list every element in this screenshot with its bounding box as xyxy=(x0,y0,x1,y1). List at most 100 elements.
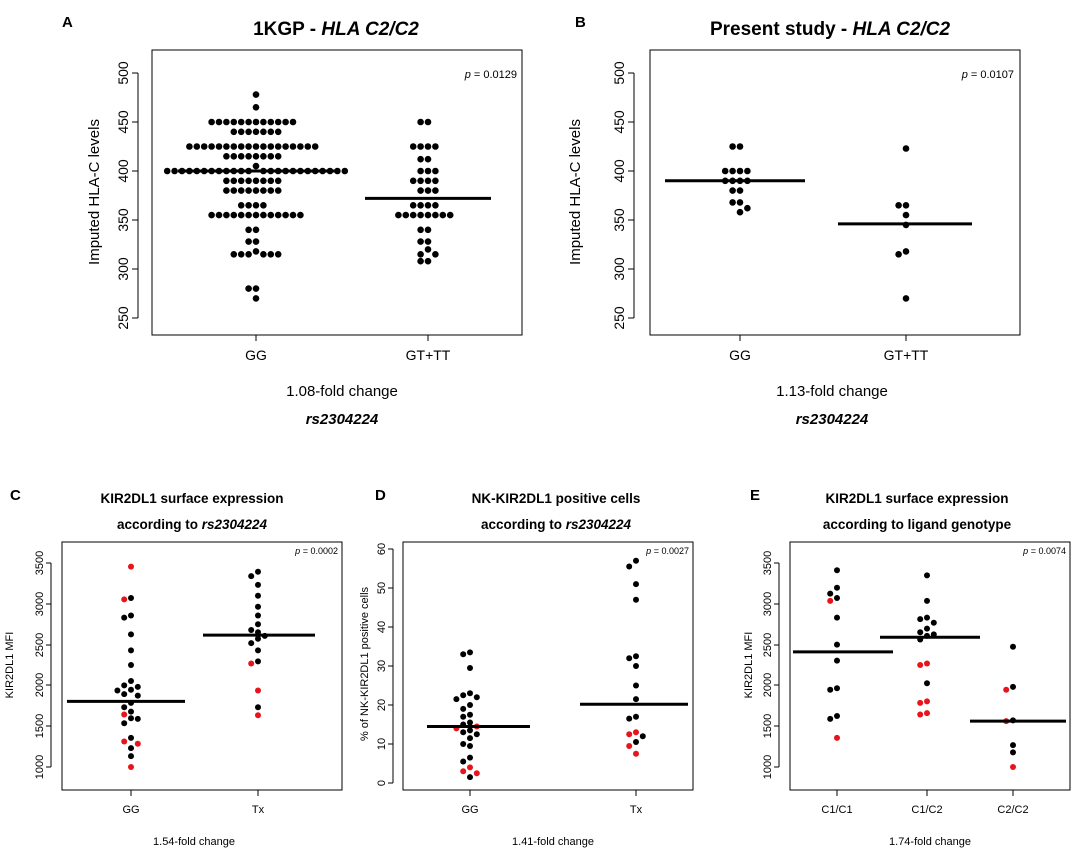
data-point xyxy=(245,128,252,136)
x-tick-label: GT+TT xyxy=(884,347,929,363)
data-point xyxy=(633,696,639,703)
data-point xyxy=(274,143,282,150)
data-point xyxy=(924,614,930,621)
y-tick-label: 450 xyxy=(115,110,131,134)
data-point xyxy=(424,257,432,265)
data-point xyxy=(255,687,261,694)
x-tick-label: C1/C1 xyxy=(821,804,852,816)
data-point xyxy=(467,649,473,656)
data-point xyxy=(128,612,134,619)
data-point xyxy=(633,750,639,757)
panel-b-p-value: p = 0.0107 xyxy=(961,69,1014,81)
panel-d-y-label: % of NK-KIR2DL1 positive cells xyxy=(359,586,371,741)
panel-a-plot-box xyxy=(151,49,523,336)
data-point xyxy=(473,694,480,701)
data-point xyxy=(274,211,282,219)
data-point xyxy=(439,211,447,219)
panel-b-fold-change: 1.13-fold change xyxy=(776,383,888,400)
y-tick-label: 60 xyxy=(376,543,388,555)
data-point xyxy=(467,754,473,761)
data-point xyxy=(252,295,260,302)
data-point xyxy=(834,595,840,601)
data-point xyxy=(409,143,417,150)
data-point xyxy=(417,177,424,185)
y-tick-label: 500 xyxy=(115,61,131,85)
data-point xyxy=(237,118,245,126)
y-tick-label: 3500 xyxy=(762,551,774,575)
data-point xyxy=(432,251,439,258)
data-point xyxy=(134,692,141,699)
data-point xyxy=(223,118,230,126)
data-point xyxy=(223,177,230,185)
panel-b-y-label: Imputed HLA-C levels xyxy=(567,119,584,265)
data-point xyxy=(460,692,467,699)
x-tick-label: Tx xyxy=(252,804,265,816)
data-point xyxy=(417,226,424,234)
data-point xyxy=(134,683,141,690)
panel-c-p-value: p = 0.0002 xyxy=(294,546,338,556)
data-point xyxy=(121,711,128,718)
panel-d-points xyxy=(427,557,688,781)
data-point xyxy=(252,211,260,219)
data-point xyxy=(626,715,633,722)
y-tick-label: 1500 xyxy=(762,714,774,738)
data-point xyxy=(121,682,128,689)
data-point xyxy=(245,251,252,258)
data-point xyxy=(460,768,467,775)
data-point xyxy=(171,167,178,175)
panel-d-fold-change: 1.41-fold change xyxy=(512,836,594,848)
data-point xyxy=(260,211,267,219)
y-tick-label: 3000 xyxy=(34,592,46,616)
x-tick-label: GT+TT xyxy=(406,347,451,363)
data-point xyxy=(729,199,736,206)
data-point xyxy=(633,739,639,745)
y-tick-label: 400 xyxy=(115,159,131,183)
data-point xyxy=(223,143,230,150)
data-point xyxy=(248,640,255,647)
data-point xyxy=(215,143,223,150)
data-point xyxy=(409,177,417,185)
panel-e-plot-box xyxy=(789,541,1071,791)
data-point xyxy=(134,740,141,747)
y-tick-label: 2500 xyxy=(34,633,46,657)
data-point xyxy=(255,612,261,619)
data-point xyxy=(230,211,238,219)
data-point xyxy=(729,167,736,175)
panel-a-y-label: Imputed HLA-C levels xyxy=(86,119,103,265)
data-point xyxy=(834,657,840,664)
data-point xyxy=(252,162,260,170)
data-point xyxy=(237,251,245,258)
panel-a: A 1KGP - HLA C2/C2 250 300 350 400 450 5… xyxy=(62,14,523,428)
panel-d-letter: D xyxy=(375,487,386,504)
data-point xyxy=(924,710,930,717)
y-tick-label: 350 xyxy=(611,208,627,232)
data-point xyxy=(827,597,834,604)
data-point xyxy=(260,143,267,150)
data-point xyxy=(432,187,439,194)
data-point xyxy=(274,177,282,185)
data-point xyxy=(304,143,312,150)
data-point xyxy=(255,647,261,654)
data-point xyxy=(424,246,432,253)
data-point xyxy=(255,621,261,628)
y-tick-label: 2500 xyxy=(762,633,774,657)
data-point xyxy=(245,118,252,126)
data-point xyxy=(409,202,417,209)
data-point xyxy=(1010,749,1016,756)
y-tick-label: 250 xyxy=(611,306,627,330)
panel-e-p-value: p = 0.0074 xyxy=(1022,546,1066,556)
data-point xyxy=(917,662,924,668)
data-point xyxy=(128,647,134,654)
panel-b-title: Present study - HLA C2/C2 xyxy=(710,19,950,40)
data-point xyxy=(744,167,751,175)
panel-c-y-label: KIR2DL1 MFI xyxy=(4,632,16,699)
data-point xyxy=(260,251,267,258)
data-point xyxy=(260,187,267,194)
y-tick-label: 1000 xyxy=(762,755,774,779)
data-point xyxy=(245,285,252,292)
data-point xyxy=(424,118,432,126)
panel-e-title-line1: KIR2DL1 surface expression xyxy=(825,491,1008,506)
x-tick-label: C1/C2 xyxy=(911,804,942,816)
data-point xyxy=(917,616,924,623)
data-point xyxy=(245,211,252,219)
